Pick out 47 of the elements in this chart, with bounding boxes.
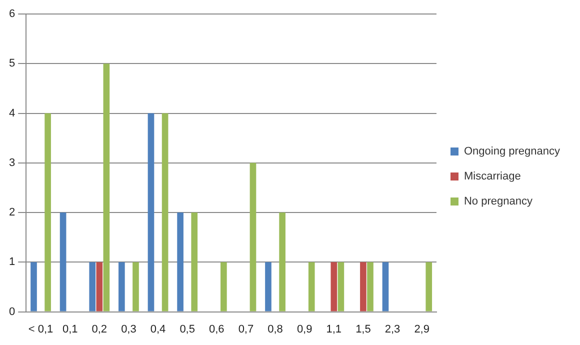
bar	[132, 262, 139, 312]
bar	[44, 113, 51, 312]
y-tick-label: 6	[8, 8, 16, 20]
bar	[338, 262, 344, 312]
x-tick-label: < 0,1	[28, 323, 54, 336]
x-tick-label: 0,9	[296, 323, 312, 336]
x-tick-label: 2,9	[414, 323, 430, 336]
bar	[382, 262, 389, 312]
y-tick-label: 0	[8, 306, 16, 318]
bar	[250, 162, 256, 312]
bar	[265, 262, 272, 312]
bar	[60, 212, 66, 312]
bar	[30, 262, 37, 312]
y-tick-label: 1	[8, 256, 16, 268]
bar	[118, 262, 125, 312]
bar	[177, 212, 184, 312]
x-tick-label: 1,1	[326, 323, 342, 336]
bar	[426, 262, 432, 312]
x-tick-label: 1,5	[356, 323, 371, 336]
y-tick-label: 3	[8, 156, 16, 169]
legend-label: No pregnancy	[464, 196, 533, 208]
bar	[279, 212, 286, 312]
bar	[162, 113, 168, 312]
y-tick-label: 2	[8, 206, 16, 219]
y-tick-label: 5	[8, 58, 16, 70]
bar	[103, 64, 110, 312]
x-tick-label: 0,6	[209, 323, 224, 336]
legend-label: Ongoing pregnancy	[464, 146, 560, 158]
bar	[308, 262, 315, 312]
y-tick-label: 4	[8, 107, 16, 120]
x-tick-label: 0,2	[92, 323, 108, 336]
bar	[148, 113, 154, 312]
bar	[360, 262, 366, 312]
bar	[330, 262, 338, 312]
x-tick-label: 0,4	[150, 323, 166, 336]
bar	[367, 262, 374, 312]
x-tick-label: 0,7	[238, 323, 254, 336]
x-tick-label: 0,1	[62, 323, 78, 336]
legend-label: Miscarriage	[464, 170, 521, 183]
x-tick-label: 0,3	[121, 323, 136, 336]
bar	[89, 262, 96, 312]
bar	[96, 262, 103, 312]
x-tick-label: 0,5	[180, 323, 195, 336]
bar	[220, 262, 227, 312]
x-tick-label: 2,3	[384, 323, 400, 336]
bar	[191, 212, 198, 312]
x-tick-label: 0,8	[268, 323, 283, 336]
